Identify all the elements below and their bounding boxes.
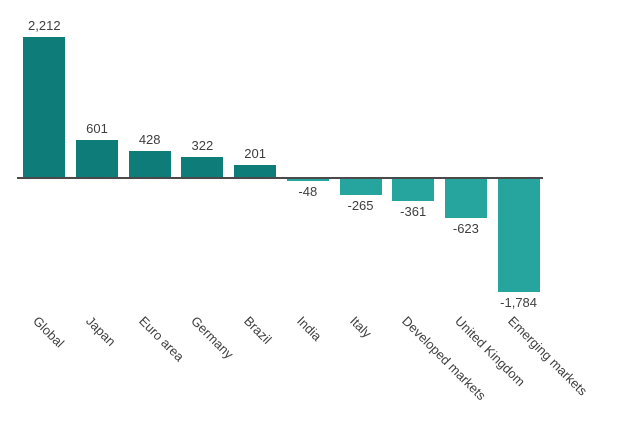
bar bbox=[286, 178, 329, 182]
bar-category-label: Global bbox=[30, 313, 68, 351]
bar-category-label: Euro area bbox=[135, 313, 187, 365]
bar bbox=[128, 150, 171, 178]
bar-category-label: Japan bbox=[83, 313, 119, 349]
bar-value-label: 322 bbox=[191, 138, 214, 154]
zero-axis-line bbox=[16, 177, 543, 179]
bar-value-label: 2,212 bbox=[28, 18, 61, 33]
bar-value-label: -1,784 bbox=[500, 294, 538, 310]
bar-value-label: -48 bbox=[298, 184, 318, 200]
bar bbox=[497, 178, 540, 292]
bar bbox=[23, 37, 66, 178]
bar-category-label: Italy bbox=[346, 313, 375, 341]
bar bbox=[234, 165, 277, 178]
bar bbox=[181, 157, 224, 178]
bar-category-label: India bbox=[293, 313, 325, 344]
bar-value-label: 601 bbox=[86, 120, 108, 136]
bar-value-label: 201 bbox=[244, 146, 266, 162]
bar-category-label: Germany bbox=[188, 313, 237, 362]
bar bbox=[444, 178, 487, 218]
bar-category-label: Brazil bbox=[241, 313, 275, 347]
bar bbox=[76, 139, 118, 178]
bar bbox=[339, 178, 382, 195]
bar-value-label: 428 bbox=[138, 131, 161, 147]
bar-value-label: -623 bbox=[452, 220, 479, 236]
bar bbox=[392, 178, 435, 201]
bar-value-label: -265 bbox=[347, 197, 374, 213]
bar-value-label: -361 bbox=[400, 204, 427, 219]
